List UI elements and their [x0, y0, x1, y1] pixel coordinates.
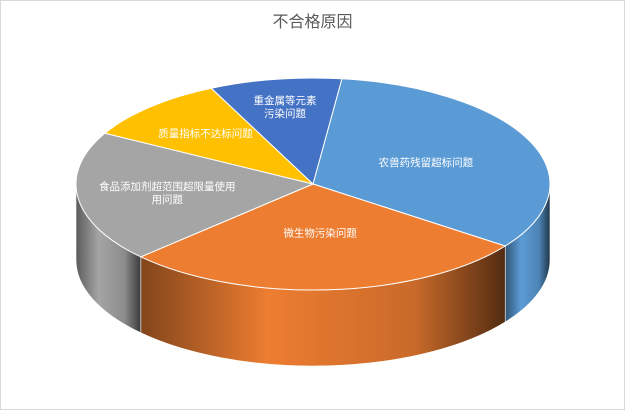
slice-2 — [75, 132, 315, 258]
slice-label-2: 食品添加剂超范围超限量使用用问题 — [99, 180, 236, 206]
slice-label-1: 微生物污染问题 — [283, 227, 357, 240]
slice-label-0: 农兽药残留超标问题 — [379, 156, 474, 169]
slice-3 — [103, 87, 315, 185]
slice-label-4: 重金属等元素污染问题 — [254, 94, 317, 120]
chart-title: 不合格原因 — [272, 12, 353, 31]
slice-0 — [312, 78, 551, 247]
slice-4 — [210, 77, 343, 185]
slice-1 — [139, 183, 507, 291]
slice-label-3: 质量指标不达标问题 — [158, 127, 253, 140]
